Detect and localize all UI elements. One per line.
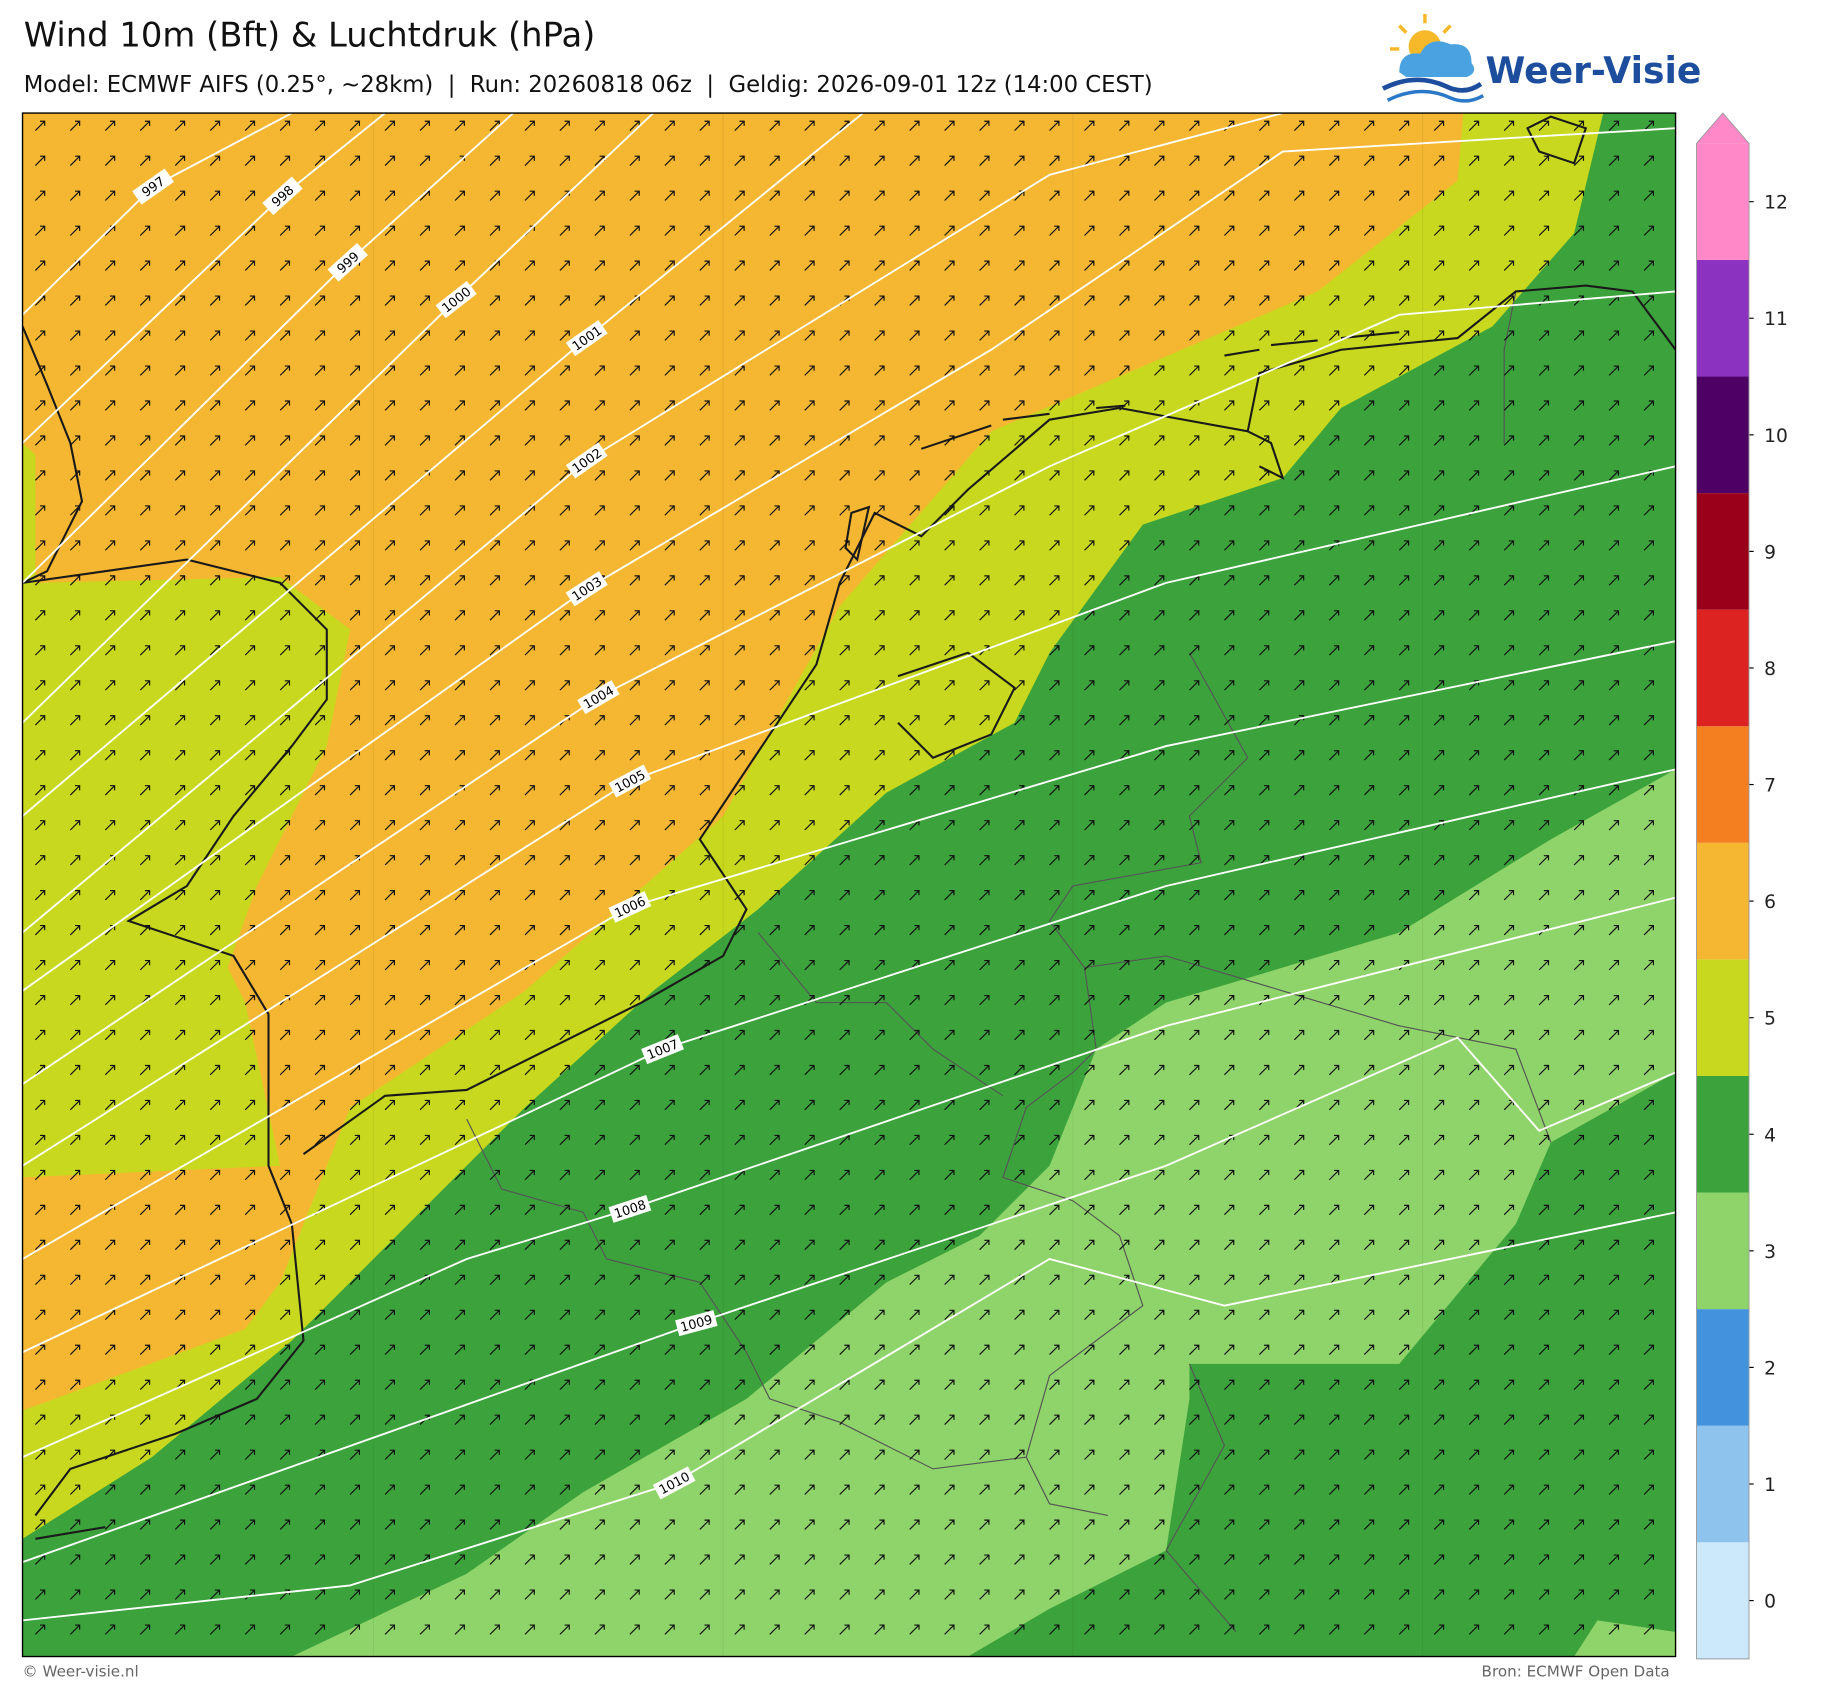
colorbar-label: 4 xyxy=(1764,1125,1776,1146)
colorbar-level xyxy=(1696,1542,1750,1659)
colorbar-label: 7 xyxy=(1764,776,1776,797)
isobar-label-bg xyxy=(608,764,652,798)
footer-left: © Weer-visie.nl xyxy=(23,1662,139,1680)
isobar-label-bg xyxy=(565,320,608,357)
isobar-label-bg xyxy=(577,680,620,715)
footer-right: Bron: ECMWF Open Data xyxy=(1482,1662,1670,1680)
colorbar-level xyxy=(1696,1425,1750,1543)
isobar-label-bg xyxy=(132,168,175,205)
colorbar-label: 9 xyxy=(1764,542,1776,563)
colorbar-label: 6 xyxy=(1764,892,1776,913)
colorbar-label: 5 xyxy=(1764,1009,1776,1030)
graticule xyxy=(372,113,1424,1657)
colorbar-label: 11 xyxy=(1764,309,1788,330)
colorbar-label: 0 xyxy=(1764,1592,1776,1613)
isobar-label-bg xyxy=(608,1194,652,1223)
colorbar-level xyxy=(1696,1192,1750,1310)
isobar-label-bg xyxy=(435,280,477,319)
wind-zone-6 xyxy=(22,113,1464,1411)
title: Wind 10m (Bft) & Luchtdruk (hPa) xyxy=(24,16,596,55)
wind-arrow-field xyxy=(34,120,1654,1635)
colorbar-label: 1 xyxy=(1764,1475,1776,1496)
isobar-label-bg xyxy=(565,442,608,479)
isobar-label-bg xyxy=(675,1310,718,1337)
colorbar-level xyxy=(1696,376,1750,494)
colorbar-level xyxy=(1696,959,1750,1076)
colorbar-level xyxy=(1696,143,1750,260)
isobar-label-bg xyxy=(652,1466,696,1500)
colorbar-level xyxy=(1696,609,1750,727)
colorbar-frame xyxy=(1696,112,1750,1660)
wind-zone-3 xyxy=(291,769,1676,1657)
colorbar-level xyxy=(1696,1075,1750,1193)
borders xyxy=(466,291,1552,1633)
logo-text: Weer-Visie xyxy=(1486,49,1702,92)
colorbar-extend xyxy=(1696,113,1750,144)
logo-cloud xyxy=(1399,41,1475,77)
colorbar-level xyxy=(1696,726,1750,843)
colorbar-level xyxy=(1696,842,1750,960)
logo-rays xyxy=(1389,13,1452,51)
isobar-label-bg xyxy=(641,1034,684,1065)
map: 997 9989991000100110021003100410051006100… xyxy=(22,113,1676,1657)
map-frame xyxy=(21,112,1677,1658)
logo: Weer-Visie xyxy=(1381,13,1702,103)
logo-wave xyxy=(1386,89,1485,103)
subtitle: Model: ECMWF AIFS (0.25°, ~28km) | Run: … xyxy=(24,72,1153,98)
wind-zone-5 xyxy=(22,442,351,1178)
colorbar-level xyxy=(1696,259,1750,377)
isobar-label-bg xyxy=(608,891,652,923)
colorbar-label: 10 xyxy=(1764,426,1788,447)
isobar-label-bg xyxy=(565,571,608,607)
colorbar-label: 12 xyxy=(1764,193,1788,214)
wind-arrows xyxy=(34,120,1654,1635)
colorbar-label: 8 xyxy=(1764,659,1776,680)
logo-wave xyxy=(1381,77,1483,93)
isobar-label-bg xyxy=(262,176,303,216)
isobar-label-bg xyxy=(327,242,368,282)
wind-zone-3 xyxy=(1574,1620,1676,1657)
coastlines xyxy=(22,115,1676,1540)
colorbar-level xyxy=(1696,1309,1750,1426)
colorbar-level xyxy=(1696,493,1750,610)
colorbar-label: 2 xyxy=(1764,1358,1776,1379)
colorbar-label: 3 xyxy=(1764,1242,1776,1263)
